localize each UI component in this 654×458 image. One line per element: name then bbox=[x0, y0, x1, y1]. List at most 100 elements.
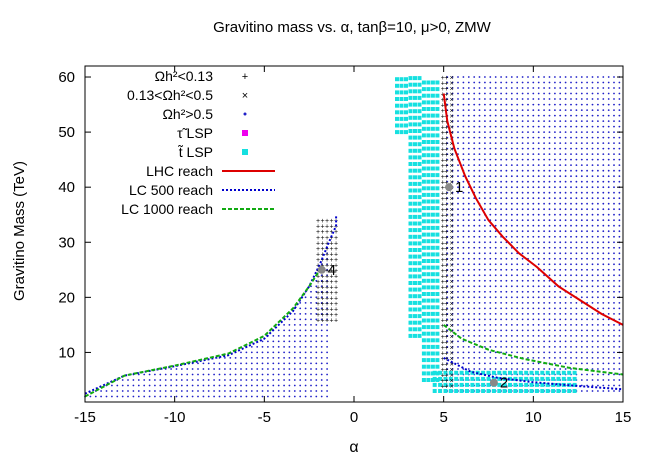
scatter-point bbox=[315, 335, 318, 337]
scatter-point bbox=[478, 357, 481, 359]
scatter-point bbox=[532, 302, 535, 304]
scatter-point bbox=[564, 92, 567, 95]
scatter-point bbox=[591, 296, 594, 299]
scatter-point bbox=[602, 202, 605, 205]
scatter-point bbox=[288, 362, 291, 365]
scatter-point bbox=[435, 239, 440, 244]
scatter-point bbox=[591, 302, 594, 304]
scatter-point bbox=[597, 379, 599, 381]
scatter-point bbox=[537, 324, 540, 326]
scatter-point bbox=[408, 254, 413, 259]
scatter-point bbox=[459, 370, 464, 375]
scatter-point bbox=[570, 252, 572, 255]
scatter-point bbox=[613, 346, 615, 348]
scatter-point bbox=[315, 384, 318, 387]
scatter-point: × bbox=[450, 334, 454, 341]
scatter-point bbox=[618, 340, 621, 343]
scatter-point bbox=[421, 153, 426, 158]
scatter-point bbox=[505, 357, 508, 359]
scatter-point bbox=[505, 191, 508, 194]
scatter-point bbox=[473, 268, 476, 271]
scatter-point bbox=[494, 191, 497, 194]
scatter-point bbox=[618, 279, 621, 282]
scatter-point: + bbox=[325, 273, 329, 280]
scatter-point bbox=[564, 197, 567, 200]
scatter-point: + bbox=[441, 257, 445, 264]
scatter-point bbox=[315, 390, 318, 392]
scatter-point bbox=[510, 318, 513, 321]
scatter-point bbox=[548, 252, 551, 255]
scatter-point bbox=[500, 324, 502, 326]
scatter-point bbox=[484, 81, 486, 84]
scatter-point bbox=[417, 109, 422, 114]
scatter-point bbox=[435, 186, 440, 191]
scatter-point bbox=[250, 390, 253, 392]
scatter-point bbox=[111, 395, 113, 398]
scatter-point bbox=[421, 232, 426, 237]
scatter-point bbox=[143, 395, 146, 398]
scatter-point: + bbox=[444, 174, 448, 181]
scatter-point bbox=[486, 382, 491, 387]
scatter-point: + bbox=[444, 119, 448, 126]
scatter-point bbox=[451, 114, 454, 117]
scatter-point bbox=[430, 278, 435, 283]
scatter-point bbox=[448, 389, 453, 393]
scatter-point bbox=[116, 390, 119, 392]
scatter-point bbox=[564, 131, 567, 134]
scatter-point bbox=[575, 186, 578, 189]
scatter-point bbox=[554, 114, 556, 117]
scatter-point bbox=[283, 362, 285, 365]
scatter-point bbox=[283, 351, 285, 354]
scatter-point: + bbox=[325, 218, 329, 225]
scatter-point bbox=[559, 252, 562, 255]
scatter-point bbox=[505, 153, 508, 156]
scatter-point: × bbox=[450, 235, 454, 242]
scatter-point bbox=[484, 131, 486, 134]
scatter-point bbox=[408, 274, 413, 279]
scatter-point bbox=[417, 188, 422, 193]
scatter-point bbox=[399, 130, 404, 135]
scatter-point bbox=[473, 142, 476, 145]
scatter-point bbox=[537, 202, 540, 205]
scatter-point bbox=[564, 351, 567, 354]
scatter-point: × bbox=[450, 240, 454, 247]
scatter-point bbox=[245, 351, 248, 354]
scatter-point bbox=[554, 153, 556, 156]
scatter-point bbox=[462, 329, 465, 332]
scatter-point bbox=[478, 153, 481, 156]
scatter-point bbox=[421, 206, 426, 211]
scatter-point: + bbox=[321, 224, 325, 231]
scatter-point: + bbox=[441, 152, 445, 159]
scatter-point bbox=[240, 357, 242, 359]
scatter-point bbox=[591, 241, 594, 244]
scatter-point bbox=[484, 136, 486, 139]
scatter-point bbox=[484, 158, 486, 161]
scatter-point: + bbox=[325, 317, 329, 324]
scatter-point: + bbox=[316, 246, 320, 253]
scatter-point bbox=[500, 125, 502, 128]
scatter-point bbox=[213, 373, 216, 376]
scatter-point bbox=[137, 395, 140, 398]
scatter-point bbox=[326, 379, 328, 381]
scatter-point bbox=[478, 164, 481, 167]
scatter-point bbox=[426, 219, 431, 224]
scatter-point bbox=[554, 219, 556, 222]
scatter-point: × bbox=[450, 384, 454, 391]
scatter-point bbox=[462, 213, 465, 216]
scatter-point bbox=[164, 395, 167, 398]
scatter-point bbox=[570, 241, 572, 244]
scatter-point bbox=[191, 395, 194, 398]
scatter-point bbox=[510, 302, 513, 304]
scatter-point bbox=[554, 92, 556, 95]
scatter-point: + bbox=[444, 384, 448, 391]
scatter-point bbox=[293, 329, 296, 332]
scatter-point bbox=[224, 373, 226, 376]
scatter-point bbox=[250, 346, 253, 348]
scatter-point bbox=[559, 246, 562, 249]
scatter-point bbox=[521, 318, 524, 321]
scatter-point bbox=[486, 389, 491, 393]
scatter-point: + bbox=[444, 103, 448, 110]
scatter-point bbox=[451, 125, 454, 128]
scatter-point bbox=[529, 389, 534, 393]
scatter-point bbox=[521, 368, 524, 370]
